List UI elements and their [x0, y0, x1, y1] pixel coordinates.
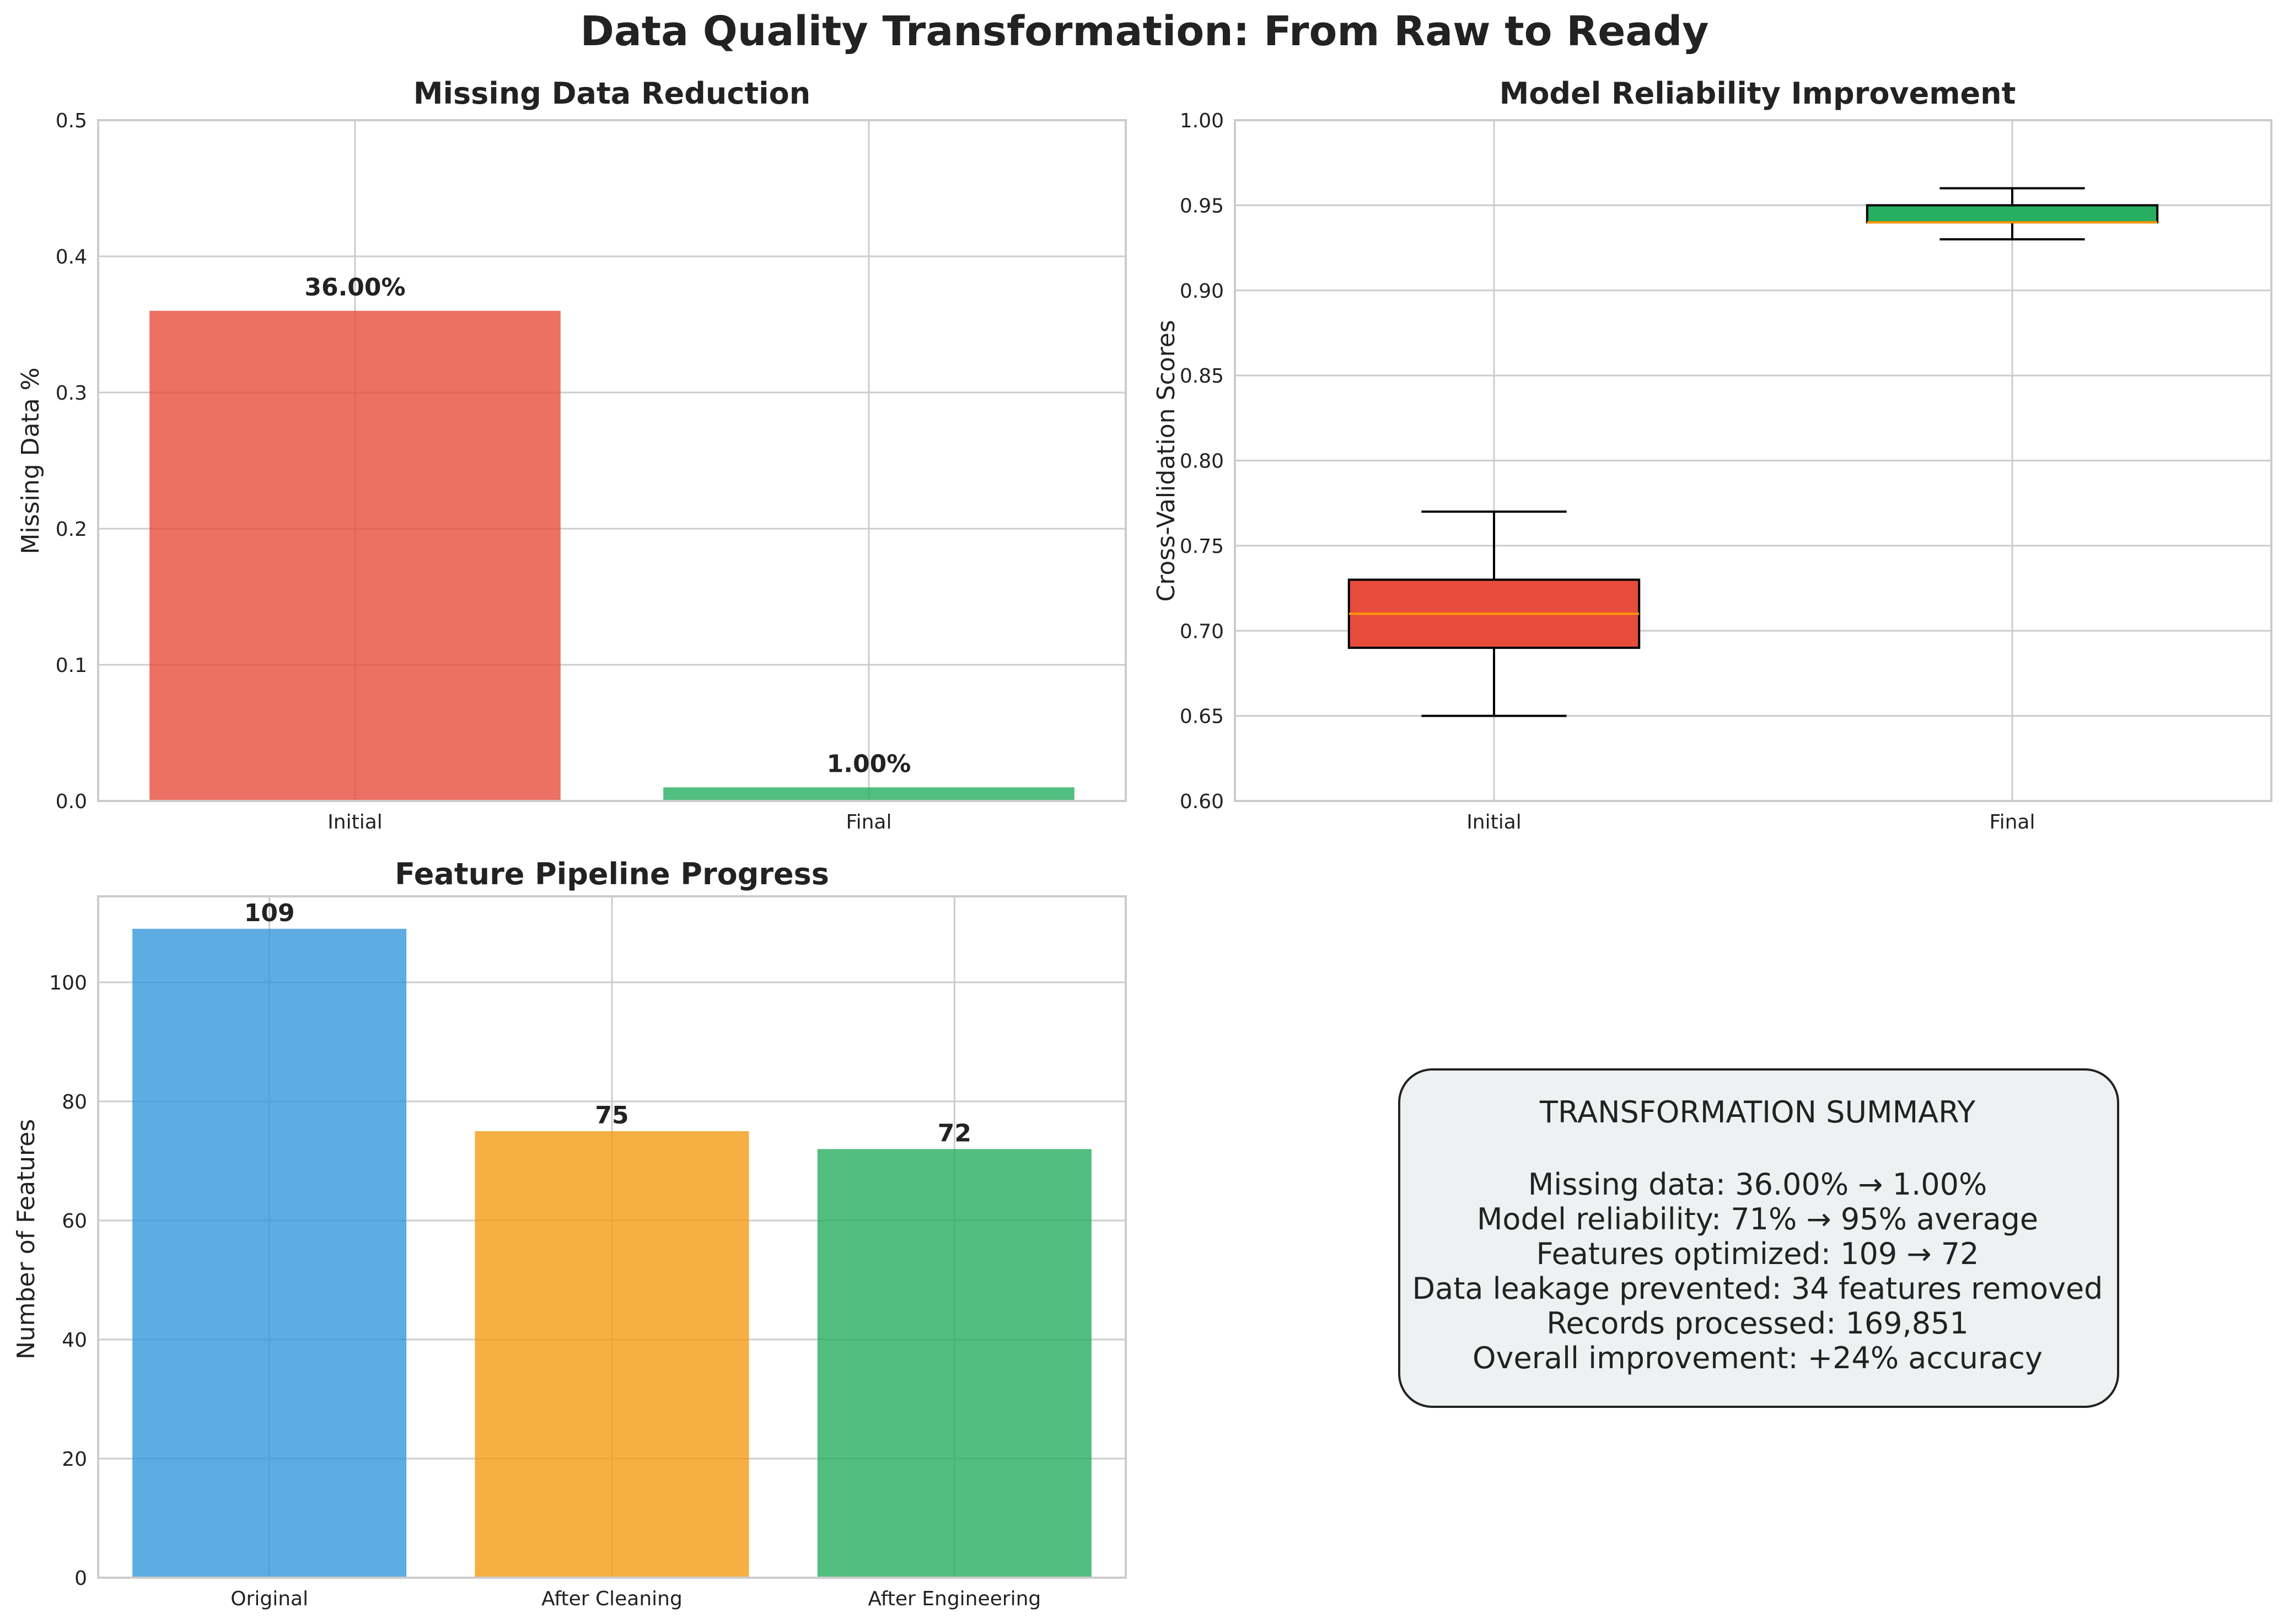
- feature-pipeline-y-tick-label: 100: [49, 972, 87, 994]
- summary-heading: TRANSFORMATION SUMMARY: [1539, 1095, 1976, 1130]
- missing-data-bar: [149, 310, 561, 801]
- feature-pipeline-data-label: 75: [595, 1101, 628, 1130]
- transformation-summary-box: TRANSFORMATION SUMMARY Missing data: 36.…: [1398, 1068, 2119, 1408]
- missing-data-bar: [663, 787, 1074, 801]
- feature-pipeline-bar: [475, 1131, 749, 1578]
- missing-data-data-label: 36.00%: [304, 273, 405, 302]
- model-reliability-y-tick-label: 0.75: [1180, 535, 1224, 558]
- missing-data-y-tick-label: 0.5: [56, 110, 87, 132]
- missing-data-chart: 36.00% 1.00% 0.0 0.1 0.2 0.3 0.4 0.5 Initial Fina…: [56, 110, 1127, 833]
- model-reliability-y-tick-label: 0.90: [1180, 280, 1224, 303]
- feature-pipeline-data-label: 109: [244, 899, 295, 927]
- feature-pipeline-x-tick-label: Original: [230, 1588, 308, 1610]
- summary-line: Model reliability: 71% → 95% average: [1477, 1202, 2038, 1236]
- missing-data-y-tick-label: 0.2: [56, 518, 87, 541]
- model-reliability-y-tick-label: 0.70: [1180, 620, 1224, 643]
- missing-data-x-tick-label: Final: [846, 811, 892, 833]
- missing-data-y-axis-label: Missing Data %: [17, 368, 45, 555]
- missing-data-y-tick-label: 0.1: [56, 654, 87, 677]
- model-reliability-x-tick-label: Final: [1990, 811, 2035, 833]
- feature-pipeline-y-axis-label: Number of Features: [12, 1119, 40, 1359]
- summary-line: Missing data: 36.00% → 1.00%: [1528, 1167, 1987, 1202]
- summary-line: Features optimized: 109 → 72: [1536, 1236, 1979, 1271]
- model-reliability-chart-title: Model Reliability Improvement: [1500, 76, 2016, 111]
- feature-pipeline-y-tick-label: 80: [62, 1091, 87, 1114]
- feature-pipeline-x-tick-label: After Cleaning: [541, 1588, 683, 1610]
- missing-data-y-tick-label: 0.4: [56, 246, 87, 268]
- missing-data-plot-frame: [97, 119, 1127, 802]
- model-reliability-plot-frame: [1234, 119, 2272, 802]
- missing-data-x-tick-label: Initial: [327, 811, 383, 833]
- missing-data-chart-title: Missing Data Reduction: [413, 76, 810, 111]
- model-reliability-y-tick-label: 1.00: [1180, 110, 1224, 132]
- model-reliability-box: [1866, 204, 2159, 224]
- model-reliability-y-tick-label: 0.80: [1180, 450, 1224, 473]
- missing-data-y-tick-label: 0.0: [56, 791, 87, 813]
- model-reliability-y-tick-label: 0.95: [1180, 195, 1224, 217]
- figure-title: Data Quality Transformation: From Raw to…: [580, 8, 1708, 55]
- summary-line: Overall improvement: +24% accuracy: [1473, 1341, 2043, 1375]
- missing-data-data-label: 1.00%: [827, 750, 911, 778]
- feature-pipeline-x-tick-label: After Engineering: [868, 1588, 1041, 1610]
- model-reliability-y-tick-label: 0.65: [1180, 706, 1224, 728]
- feature-pipeline-bar: [817, 1149, 1092, 1578]
- feature-pipeline-chart: 109 75 72 0 20 40 60 80 100 Original After Cleanin…: [49, 895, 1127, 1610]
- feature-pipeline-chart-title: Feature Pipeline Progress: [395, 857, 829, 891]
- feature-pipeline-y-tick-label: 60: [62, 1210, 87, 1233]
- model-reliability-chart: 0.60 0.65 0.70 0.75 0.80 0.85 0.90 0.95 1.00 Init…: [1180, 110, 2272, 833]
- summary-line: Records processed: 169,851: [1546, 1306, 1969, 1341]
- model-reliability-y-tick-label: 0.60: [1180, 791, 1224, 813]
- feature-pipeline-y-tick-label: 40: [62, 1329, 87, 1352]
- model-reliability-y-tick-label: 0.85: [1180, 365, 1224, 388]
- summary-line: Data leakage prevented: 34 features remo…: [1412, 1271, 2103, 1306]
- feature-pipeline-bar: [132, 928, 407, 1578]
- feature-pipeline-plot-frame: [97, 895, 1127, 1579]
- summary-box-background: [1398, 1068, 2119, 1408]
- feature-pipeline-data-label: 72: [938, 1119, 971, 1147]
- model-reliability-x-tick-label: Initial: [1466, 811, 1522, 833]
- feature-pipeline-y-tick-label: 20: [62, 1448, 87, 1471]
- model-reliability-y-axis-label: Cross-Validation Scores: [1152, 320, 1180, 601]
- feature-pipeline-y-tick-label: 0: [74, 1567, 87, 1590]
- missing-data-y-tick-label: 0.3: [56, 382, 87, 405]
